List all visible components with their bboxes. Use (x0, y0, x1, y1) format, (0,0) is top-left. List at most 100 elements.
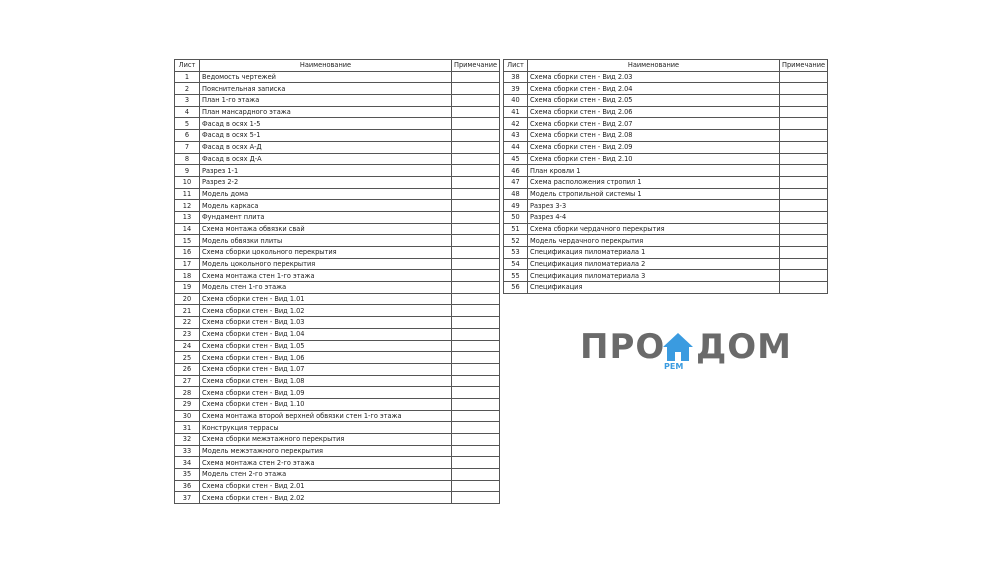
sheet-name: Модель стропильной системы 1 (527, 187, 780, 201)
table-row: 35 Модель стен 2-го этажа (174, 468, 500, 481)
table-row: 20 Схема сборки стен - Вид 1.01 (174, 292, 500, 306)
sheet-note (451, 175, 500, 189)
table-row: 17 Модель цокольного перекрытия (174, 257, 500, 271)
sheet-name: Схема сборки межэтажного перекрытия (199, 433, 452, 446)
sheet-name: Схема сборки стен - Вид 1.09 (199, 386, 452, 399)
sheet-name: Схема сборки стен - Вид 2.01 (199, 479, 452, 493)
sheet-number: 56 (503, 281, 528, 294)
sheet-number: 45 (503, 152, 528, 166)
sheet-number: 35 (174, 468, 200, 481)
table-row: 8 Фасад в осях Д-А (174, 152, 500, 166)
sheet-note (451, 468, 500, 481)
sheet-note (451, 281, 500, 294)
sheet-number: 15 (174, 234, 200, 247)
logo-text-left: ПРО (580, 327, 666, 367)
sheet-name: Фасад в осях А-Д (199, 140, 452, 154)
sheet-name: Фундамент плита (199, 210, 452, 224)
sheet-number: 50 (503, 210, 528, 224)
table-row: 29 Схема сборки стен - Вид 1.10 (174, 397, 500, 411)
sheet-number: 43 (503, 129, 528, 142)
sheet-number: 38 (503, 70, 528, 84)
sheet-note (451, 374, 500, 388)
sheet-note (779, 222, 828, 236)
sheet-name: Ведомость чертежей (199, 70, 452, 84)
sheet-note (451, 82, 500, 96)
sheet-note (779, 105, 828, 119)
header-name: Наименование (527, 59, 780, 72)
sheet-note (451, 339, 500, 353)
sheet-name: Разрез 2-2 (199, 175, 452, 189)
table-row: 22 Схема сборки стен - Вид 1.03 (174, 316, 500, 329)
sheet-number: 9 (174, 164, 200, 177)
sheet-name: Схема сборки стен - Вид 1.01 (199, 292, 452, 306)
sheet-number: 22 (174, 316, 200, 329)
sheet-name: Схема сборки стен - Вид 1.08 (199, 374, 452, 388)
sheet-name: Модель обвязки плиты (199, 234, 452, 247)
sheet-number: 16 (174, 246, 200, 259)
table-row: 42 Схема сборки стен - Вид 2.07 (503, 117, 828, 131)
sheet-number: 34 (174, 456, 200, 470)
sheet-name: Схема сборки чердачного перекрытия (527, 222, 780, 236)
sheet-number: 47 (503, 175, 528, 189)
sheet-number: 54 (503, 257, 528, 271)
table-row: 19 Модель стен 1-го этажа (174, 281, 500, 294)
sheet-name: План кровли 1 (527, 164, 780, 177)
drawings-list-table-right: Лист Наименование Примечание 38 Схема сбо… (503, 59, 828, 294)
sheet-note (451, 152, 500, 166)
sheet-note (451, 105, 500, 119)
sheet-note (451, 444, 500, 458)
sheet-name: Фасад в осях 1-5 (199, 117, 452, 131)
sheet-name: Схема сборки стен - Вид 1.05 (199, 339, 452, 353)
sheet-number: 53 (503, 246, 528, 259)
sheet-note (779, 94, 828, 107)
sheet-name: Схема сборки стен - Вид 1.04 (199, 327, 452, 341)
sheet-number: 10 (174, 175, 200, 189)
table-row: 27 Схема сборки стен - Вид 1.08 (174, 374, 500, 388)
sheet-note (451, 327, 500, 341)
sheet-name: Схема монтажа обвязки свай (199, 222, 452, 236)
sheet-name: Схема монтажа второй верхней обвязки сте… (199, 409, 452, 423)
table-row: 40 Схема сборки стен - Вид 2.05 (503, 94, 828, 107)
sheet-number: 42 (503, 117, 528, 131)
table-row: 14 Схема монтажа обвязки свай (174, 222, 500, 236)
sheet-name: Схема сборки стен - Вид 1.06 (199, 351, 452, 364)
table-row: 31 Конструкция террасы (174, 421, 500, 434)
sheet-note (451, 199, 500, 212)
sheet-name: Схема сборки стен - Вид 2.04 (527, 82, 780, 96)
sheet-note (779, 117, 828, 131)
sheet-number: 7 (174, 140, 200, 154)
sheet-note (451, 421, 500, 434)
sheet-note (779, 210, 828, 224)
sheet-name: Схема сборки стен - Вид 2.08 (527, 129, 780, 142)
sheet-note (451, 234, 500, 247)
table-row: 28 Схема сборки стен - Вид 1.09 (174, 386, 500, 399)
sheet-number: 28 (174, 386, 200, 399)
sheet-name: Разрез 1-1 (199, 164, 452, 177)
sheet-note (451, 456, 500, 470)
sheet-note (451, 117, 500, 131)
watermark-logo: ПРО РЕМ ДОМ (580, 327, 793, 374)
sheet-note (451, 397, 500, 411)
sheet-name: Конструкция террасы (199, 421, 452, 434)
sheet-name: Спецификация пиломатериала 3 (527, 269, 780, 283)
sheet-note (451, 246, 500, 259)
header-sheet: Лист (174, 59, 200, 72)
sheet-name: Схема сборки стен - Вид 2.10 (527, 152, 780, 166)
sheet-number: 17 (174, 257, 200, 271)
sheet-number: 48 (503, 187, 528, 201)
sheet-name: Схема сборки стен - Вид 1.03 (199, 316, 452, 329)
table-row: 4 План мансардного этажа (174, 105, 500, 119)
sheet-number: 46 (503, 164, 528, 177)
logo-text-right: ДОМ (696, 327, 793, 367)
sheet-number: 49 (503, 199, 528, 212)
sheet-name: Схема сборки стен - Вид 2.07 (527, 117, 780, 131)
sheet-note (779, 234, 828, 247)
sheet-note (779, 164, 828, 177)
sheet-note (451, 129, 500, 142)
table-row: 38 Схема сборки стен - Вид 2.03 (503, 70, 828, 84)
sheet-name: Спецификация пиломатериала 2 (527, 257, 780, 271)
table-row: 9 Разрез 1-1 (174, 164, 500, 177)
sheet-note (779, 246, 828, 259)
header-note: Примечание (451, 59, 500, 72)
table-row: 50 Разрез 4-4 (503, 210, 828, 224)
